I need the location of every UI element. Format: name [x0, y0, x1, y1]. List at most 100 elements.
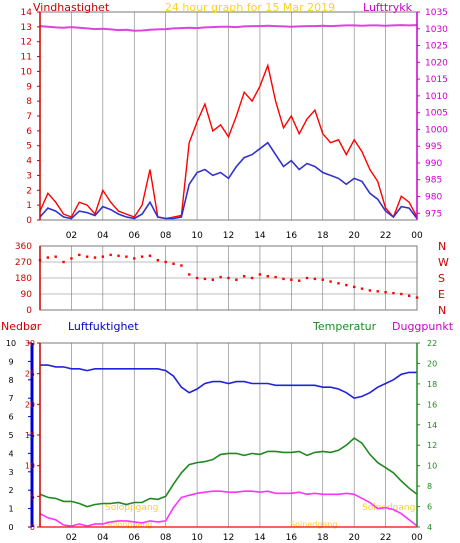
wind-direction-point: [227, 276, 230, 280]
sunrise-label: Soloppgang: [105, 503, 158, 513]
pressure-y-tick-label: 985: [425, 176, 442, 186]
wind-speed-line: [39, 63, 418, 220]
direction-y-tick-label: 270: [15, 258, 32, 268]
pressure-y-tick-label: 990: [425, 159, 442, 169]
wind-direction-point: [400, 292, 403, 296]
temperature-left-tick-label: 25: [25, 370, 35, 379]
climate-x-tick-label: 22: [380, 533, 391, 543]
climate-x-tick-label: 00: [411, 533, 423, 543]
rain-label: Nedbør: [1, 320, 42, 333]
wind-y-tick-label: 1: [26, 201, 32, 211]
wind-direction-point: [313, 277, 317, 281]
wind-direction-point: [101, 255, 105, 258]
wind-y-tick-label: 14: [21, 8, 33, 18]
temperature-right-tick-label: 18: [427, 380, 437, 389]
pressure-y-tick-label: 1005: [425, 109, 448, 119]
pressure-y-tick-label: 980: [425, 193, 442, 203]
wind-x-tick-label: 10: [191, 231, 203, 241]
rain-y-tick-label: 5: [8, 431, 13, 440]
wind-y-tick-label: 5: [26, 142, 32, 152]
wind-y-tick-label: 13: [21, 23, 32, 33]
climate-x-tick-label: 06: [129, 533, 141, 543]
wind-direction-point: [172, 262, 175, 265]
wind-direction-point: [235, 278, 238, 281]
direction-y-tick-label: 180: [15, 274, 32, 284]
wind-direction-point: [290, 278, 293, 281]
temperature-right-tick-label: 6: [427, 503, 432, 512]
temperature-right-tick-label: 14: [427, 421, 437, 430]
temperature-line: [39, 437, 418, 508]
sunset-time-label: Solnedgang: [290, 520, 337, 529]
wind-x-tick-label: 00: [411, 231, 423, 241]
wind-direction-point: [203, 277, 207, 281]
rain-y-tick-label: 9: [8, 357, 13, 366]
climate-x-tick-label: 04: [97, 533, 109, 543]
temperature-right-tick-label: 10: [427, 462, 437, 471]
dewpoint-label: Duggpunkt: [392, 320, 454, 333]
wind-direction-point: [392, 291, 395, 295]
wind-x-tick-label: 06: [129, 231, 141, 241]
wind-direction-point: [258, 273, 262, 276]
wind-direction-point: [266, 275, 269, 278]
wind-direction-point: [345, 283, 348, 287]
wind-direction-point: [352, 285, 356, 289]
grid-layer: [39, 11, 418, 528]
wind-direction-point: [117, 254, 120, 257]
direction-y-tick-label: 90: [21, 290, 33, 300]
wind-y-tick-label: 0: [26, 216, 32, 226]
climate-x-tick-label: 20: [348, 533, 360, 543]
wind-y-tick-label: 2: [26, 186, 32, 196]
temperature-right-tick-label: 12: [427, 441, 437, 450]
wind-y-tick-label: 6: [26, 127, 32, 137]
wind-direction-point: [415, 296, 419, 299]
wind-y-tick-label: 12: [21, 38, 32, 48]
wind-direction-point: [195, 276, 199, 280]
climate-x-tick-label: 14: [254, 533, 266, 543]
rain-y-tick-label: 6: [8, 413, 13, 422]
pressure-y-tick-label: 1035: [425, 8, 448, 18]
climate-x-tick-label: 08: [160, 533, 172, 543]
wind-direction-point: [46, 256, 50, 259]
wind-direction-point: [148, 254, 152, 257]
rain-y-tick-label: 7: [8, 394, 13, 403]
wind-direction-point: [78, 253, 81, 257]
climate-x-tick-label: 10: [191, 533, 203, 543]
climate-x-tick-label: 02: [66, 533, 77, 543]
wind-direction-point: [297, 279, 301, 282]
wind-direction-point: [337, 282, 340, 285]
wind-direction-point: [274, 275, 277, 279]
compass-label: W: [438, 256, 449, 269]
direction-y-tick-label: 360: [15, 242, 32, 252]
dewpoint-line: [39, 490, 418, 527]
axes-layer: 02 04 06 08 10 12 14 16 18 20 22 000123456789101112…: [6, 8, 449, 543]
wind-x-tick-label: 22: [380, 231, 391, 241]
wind-y-tick-label: 10: [21, 67, 33, 77]
rain-y-tick-label: 4: [8, 449, 13, 458]
pressure-y-tick-label: 995: [425, 142, 442, 152]
temperature-left-tick-label: 20: [25, 400, 35, 409]
wind-direction-point: [321, 278, 324, 281]
temperature-left-tick-label: 0: [30, 523, 35, 532]
wind-direction-point: [109, 253, 112, 257]
wind-average-line: [39, 141, 418, 220]
wind-direction-point: [376, 290, 379, 293]
rain-y-tick-label: 3: [8, 468, 13, 477]
wind-y-tick-label: 7: [26, 112, 32, 122]
temperature-right-tick-label: 4: [427, 523, 432, 532]
wind-x-tick-label: 12: [223, 231, 234, 241]
compass-label: E: [438, 288, 445, 301]
direction-y-tick-label: 0: [26, 306, 32, 316]
temperature-left-tick-label: 30: [25, 339, 35, 348]
pressure-y-tick-label: 1030: [425, 25, 448, 35]
wind-y-tick-label: 3: [26, 171, 32, 181]
wind-direction-point: [140, 255, 144, 258]
wind-direction-point: [250, 276, 254, 280]
pressure-line: [39, 24, 418, 32]
compass-label: N: [438, 240, 446, 253]
series-layer: [38, 24, 419, 528]
wind-direction-point: [282, 277, 285, 281]
wind-direction-point: [211, 278, 214, 281]
compass-label: N: [438, 304, 446, 317]
wind-direction-point: [156, 259, 160, 262]
